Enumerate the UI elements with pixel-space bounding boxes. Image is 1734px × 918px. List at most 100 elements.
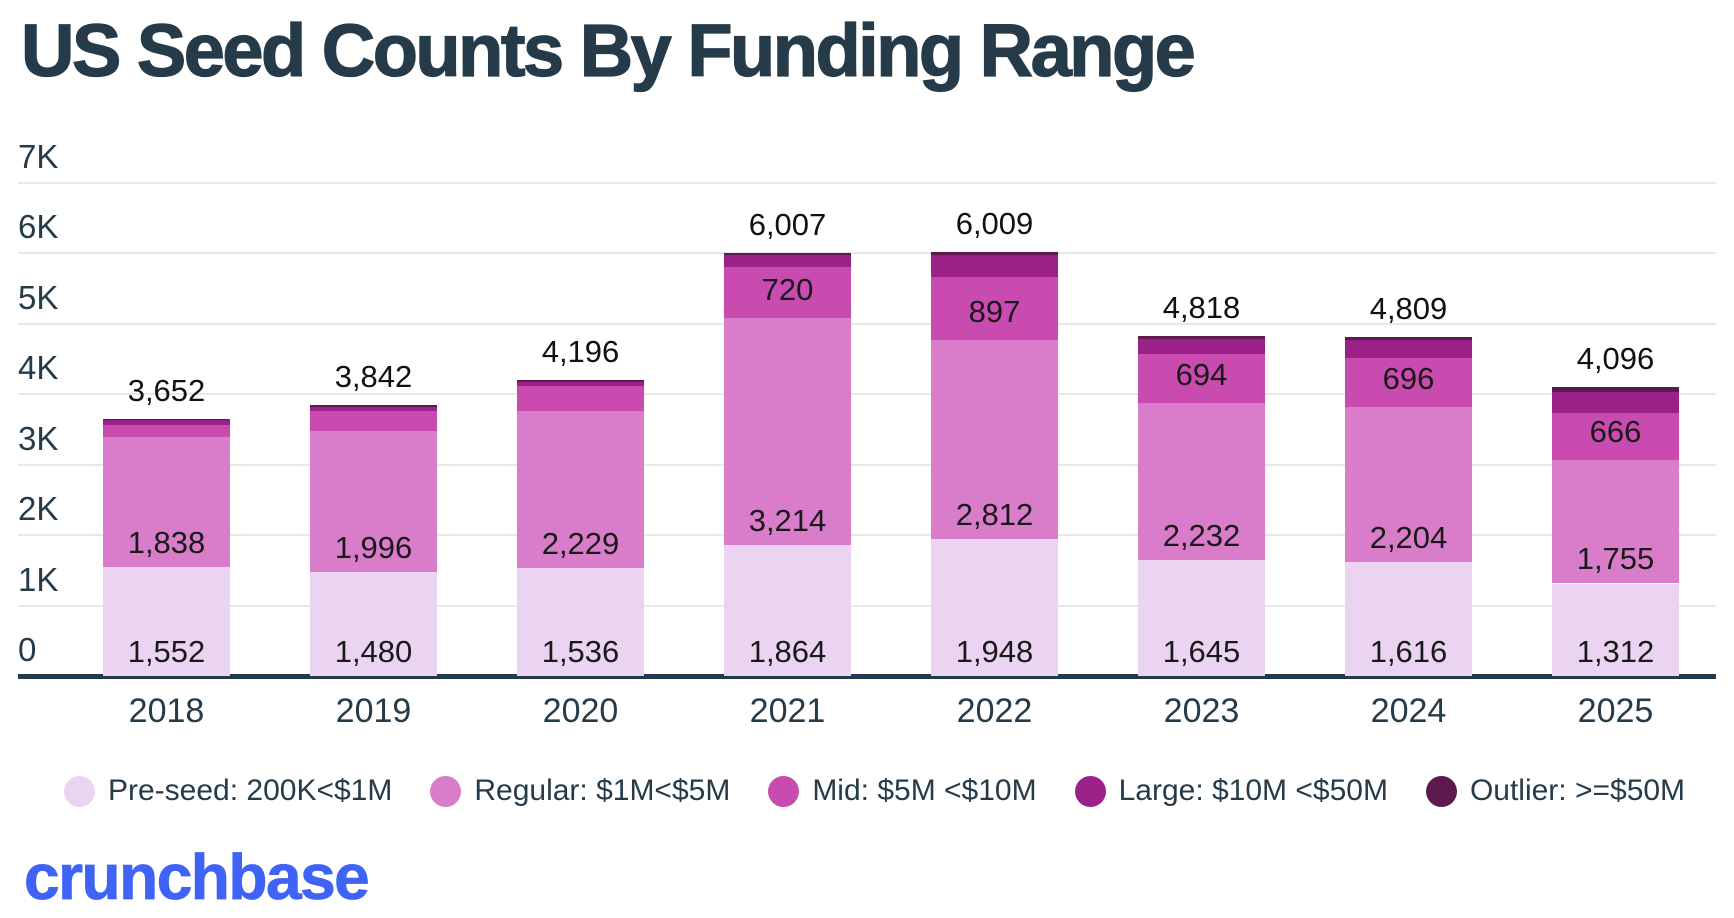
bar-segment-2022 — [931, 255, 1058, 278]
bar-segment-2020 — [517, 386, 644, 411]
bar-segment-2025: 1,312 — [1552, 583, 1679, 676]
bar-total-label: 6,007 — [748, 206, 827, 242]
y-axis-tick-label: 7K — [18, 137, 59, 175]
legend-label: Outlier: >=$50M — [1469, 774, 1686, 807]
bar-segment-2019 — [310, 411, 437, 431]
bar-segment-2018 — [103, 425, 230, 437]
y-axis-tick-label: 4K — [18, 349, 59, 386]
x-axis-category-label: 2018 — [128, 692, 205, 730]
legend-dot-icon — [430, 775, 462, 807]
bar-segment-2019 — [310, 406, 437, 412]
bar-total-label: 4,809 — [1369, 290, 1448, 326]
segment-value-label: 1,616 — [1369, 633, 1448, 669]
bar-segment-2024: 2,204 — [1345, 406, 1472, 563]
bar-segment-2022: 897 — [931, 277, 1058, 341]
bar-segment-2018: 1,838 — [103, 437, 230, 567]
segment-value-label: 1,838 — [127, 524, 206, 560]
legend: Pre-seed: 200K<$1M Regular: $1M<$5M Mid: $… — [64, 774, 1685, 808]
segment-value-label: 1,864 — [748, 633, 827, 669]
segment-value-label: 897 — [968, 294, 1021, 330]
legend-item: Mid: $5M <$10M — [768, 774, 1037, 808]
bar-total-label: 6,009 — [955, 206, 1034, 242]
y-gridline — [18, 604, 1716, 607]
x-axis-category-label: 2025 — [1577, 692, 1654, 730]
bar-segment-2018 — [103, 418, 230, 421]
segment-value-label: 2,812 — [955, 496, 1034, 532]
bar-segment-2024: 1,616 — [1345, 562, 1472, 676]
bar-segment-2018: 1,552 — [103, 566, 230, 676]
bar-segment-2023: 694 — [1138, 353, 1265, 403]
bar-segment-2023: 2,232 — [1138, 402, 1265, 560]
y-gridline — [18, 393, 1716, 395]
bar-segment-2022 — [931, 252, 1058, 256]
bar-segment-2019 — [310, 405, 437, 407]
x-axis-category-label: 2019 — [335, 692, 412, 730]
legend-label: Mid: $5M <$10M — [812, 774, 1037, 807]
segment-value-label: 1,996 — [334, 529, 413, 565]
y-axis-tick-label: 3K — [18, 419, 59, 457]
chart-title: US Seed Counts By Funding Range — [20, 8, 1196, 92]
segment-value-label: 1,480 — [334, 633, 413, 669]
bar-segment-2021 — [724, 254, 851, 268]
x-axis-category-label: 2023 — [1163, 692, 1240, 730]
bar-segment-2025 — [1552, 391, 1679, 413]
crunchbase-logo: crunchbase — [24, 841, 371, 914]
legend-dot-icon — [1425, 775, 1457, 807]
bar-segment-2022: 1,948 — [931, 538, 1058, 676]
legend-item: Outlier: >=$50M — [1425, 774, 1686, 808]
legend-item: Large: $10M <$50M — [1074, 774, 1388, 808]
y-axis-tick-label: 1K — [18, 560, 59, 598]
bar-segment-2025 — [1552, 387, 1679, 392]
legend-label: Large: $10M <$50M — [1118, 774, 1388, 807]
bar-segment-2020 — [517, 380, 644, 382]
bar-segment-2024 — [1345, 339, 1472, 358]
y-axis-tick-label: 5K — [18, 278, 59, 316]
bar-segment-2024: 696 — [1345, 357, 1472, 407]
segment-value-label: 1,536 — [541, 633, 620, 669]
bar-segment-2020: 1,536 — [517, 567, 644, 676]
bar-segment-2021 — [724, 252, 851, 255]
y-axis-tick-label: 0 — [18, 631, 37, 668]
bar-total-label: 4,096 — [1576, 341, 1655, 377]
y-gridline — [18, 534, 1716, 536]
legend-label: Regular: $1M<$5M — [474, 774, 731, 807]
segment-value-label: 2,229 — [541, 525, 620, 561]
bar-segment-2025: 666 — [1552, 412, 1679, 460]
segment-value-label: 666 — [1589, 413, 1642, 449]
segment-value-label: 696 — [1382, 360, 1435, 396]
y-axis-tick-label: 6K — [18, 208, 59, 245]
y-gridline — [18, 463, 1716, 466]
bar-segment-2023 — [1138, 338, 1265, 354]
legend-label: Pre-seed: 200K<$1M — [108, 774, 393, 807]
bar-segment-2024 — [1345, 336, 1472, 340]
bar-segment-2020: 2,229 — [517, 410, 644, 568]
segment-value-label: 1,755 — [1576, 541, 1655, 577]
y-axis-tick-label: 2K — [18, 490, 59, 527]
x-axis-baseline — [18, 674, 1716, 679]
x-axis-category-label: 2020 — [542, 692, 619, 730]
y-gridline — [18, 322, 1716, 325]
bar-total-label: 3,842 — [334, 359, 413, 395]
legend-dot-icon — [64, 775, 95, 807]
bar-segment-2021: 1,864 — [724, 544, 851, 676]
bar-segment-2018 — [103, 420, 230, 426]
bar-segment-2022: 2,812 — [931, 340, 1058, 539]
segment-value-label: 1,552 — [127, 633, 206, 669]
bar-segment-2020 — [517, 381, 644, 387]
x-axis-category-label: 2021 — [749, 692, 826, 730]
segment-value-label: 1,645 — [1162, 633, 1241, 669]
segment-value-label: 2,204 — [1369, 520, 1448, 556]
legend-dot-icon — [1074, 775, 1106, 807]
segment-value-label: 1,948 — [955, 633, 1034, 669]
legend-item: Pre-seed: 200K<$1M — [64, 774, 392, 808]
y-gridline — [18, 252, 1716, 254]
bar-segment-2025: 1,755 — [1552, 459, 1679, 584]
segment-value-label: 3,214 — [748, 502, 827, 538]
bar-segment-2019: 1,480 — [310, 571, 437, 676]
x-axis-category-label: 2024 — [1370, 692, 1447, 730]
x-axis-category-label: 2022 — [956, 692, 1033, 730]
bar-segment-2021: 3,214 — [724, 318, 851, 545]
y-gridline — [18, 181, 1716, 184]
segment-value-label: 720 — [761, 271, 814, 307]
